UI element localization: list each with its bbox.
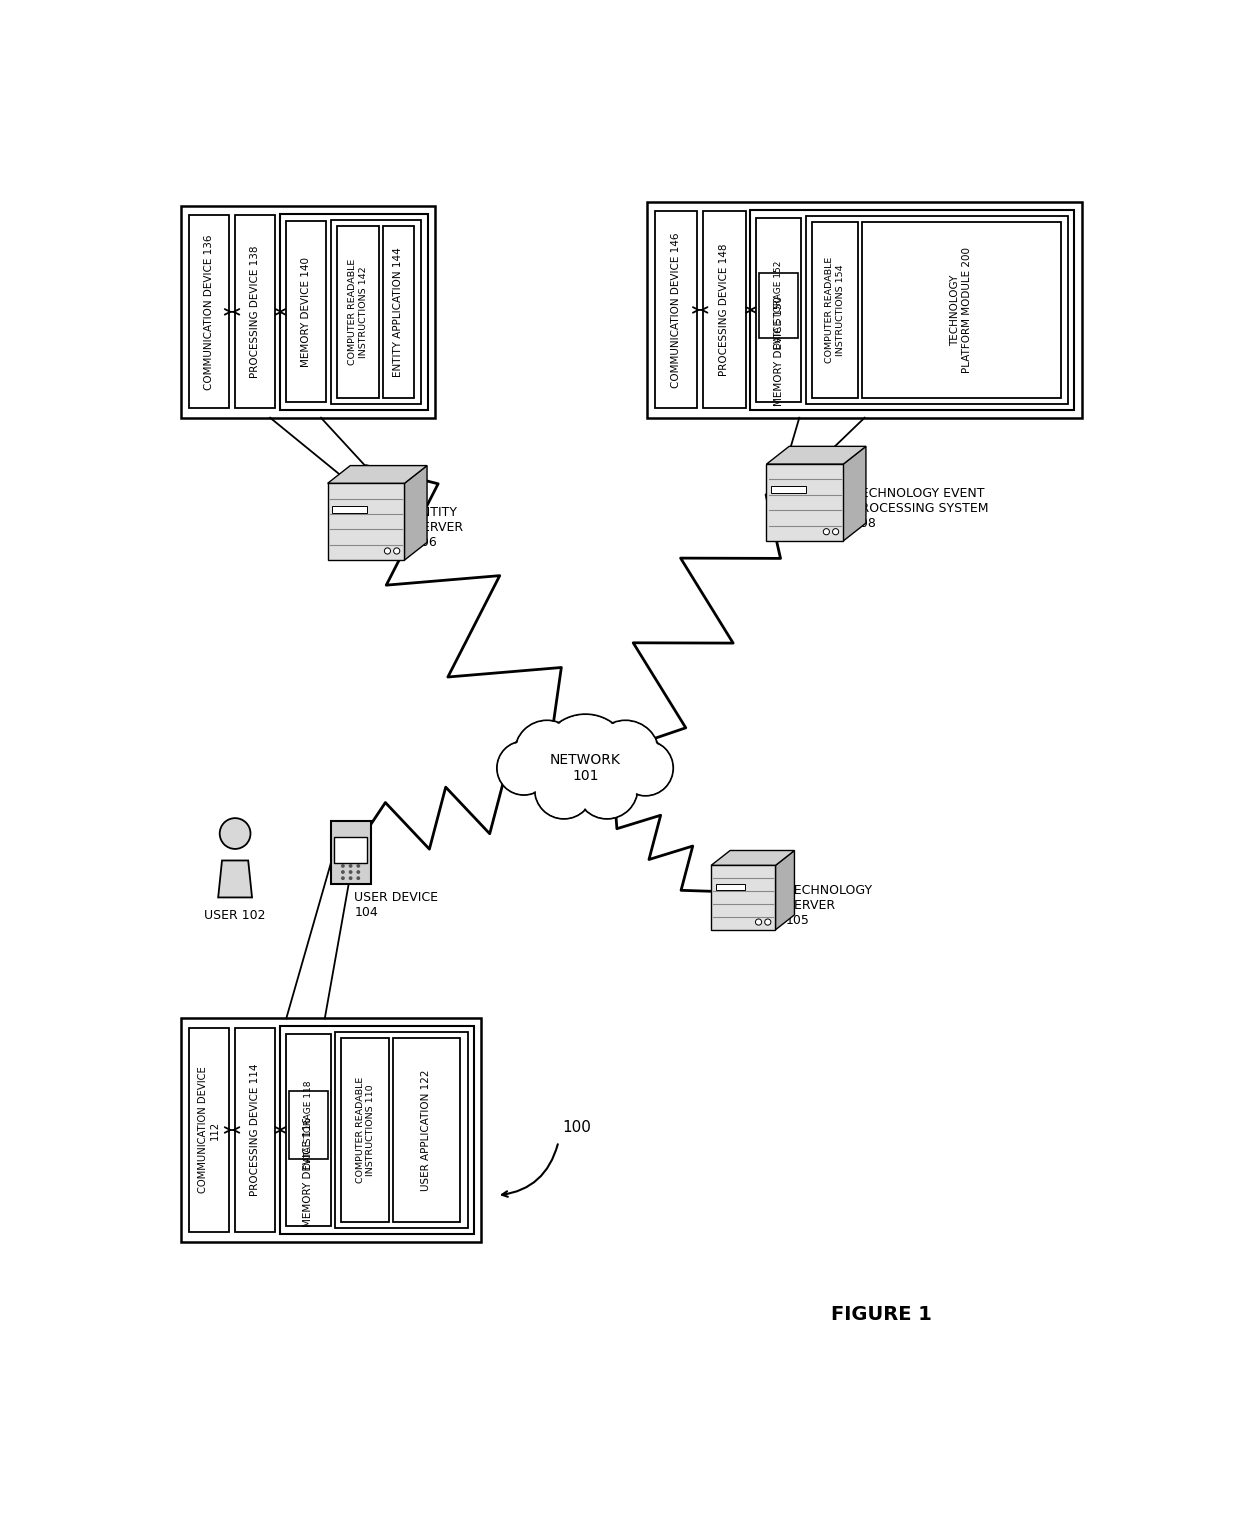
Text: PROCESSING DEVICE 114: PROCESSING DEVICE 114 [250, 1064, 260, 1196]
Text: 100: 100 [563, 1120, 591, 1135]
Circle shape [515, 721, 579, 785]
Bar [750, 210, 1074, 410]
Text: USER APPLICATION 122: USER APPLICATION 122 [422, 1070, 432, 1190]
Text: COMMUNICATION DEVICE 146: COMMUNICATION DEVICE 146 [671, 232, 681, 387]
Circle shape [539, 715, 631, 806]
Bar [286, 221, 326, 402]
Bar [756, 218, 801, 402]
Circle shape [577, 757, 637, 818]
Polygon shape [843, 447, 866, 541]
Text: COMPUTER READABLE
INSTRUCTIONS 154: COMPUTER READABLE INSTRUCTIONS 154 [826, 258, 844, 363]
Text: MEMORY DEVICE 140: MEMORY DEVICE 140 [301, 258, 311, 367]
Text: NETWORK
101: NETWORK 101 [551, 753, 621, 783]
Text: DATA STORAGE 118: DATA STORAGE 118 [304, 1081, 312, 1169]
Text: COMMUNICATION DEVICE
112: COMMUNICATION DEVICE 112 [198, 1067, 219, 1193]
Circle shape [619, 742, 672, 794]
Text: DATA STORAGE 152: DATA STORAGE 152 [774, 261, 784, 349]
Circle shape [536, 762, 591, 818]
Circle shape [534, 760, 593, 818]
Circle shape [765, 919, 771, 925]
Bar [181, 1018, 481, 1242]
Text: MEMORY DEVICE 116: MEMORY DEVICE 116 [304, 1117, 314, 1227]
Circle shape [591, 721, 660, 788]
Circle shape [832, 529, 838, 535]
Circle shape [593, 721, 658, 786]
Bar [862, 223, 1060, 398]
Bar [236, 1027, 275, 1233]
Polygon shape [711, 850, 795, 866]
Circle shape [348, 876, 352, 881]
Bar [188, 1027, 229, 1233]
Bar [289, 1091, 327, 1158]
Bar [331, 219, 422, 404]
Bar [286, 1033, 331, 1227]
Circle shape [348, 870, 352, 873]
Polygon shape [766, 447, 866, 465]
Circle shape [219, 818, 250, 849]
Bar [331, 821, 371, 884]
Text: COMPUTER READABLE
INSTRUCTIONS 110: COMPUTER READABLE INSTRUCTIONS 110 [356, 1077, 374, 1183]
Bar [236, 215, 275, 408]
Text: USER 102: USER 102 [205, 908, 265, 922]
Polygon shape [327, 466, 427, 483]
Circle shape [498, 742, 549, 794]
Text: TECHNOLOGY
SERVER
105: TECHNOLOGY SERVER 105 [786, 884, 872, 927]
Text: ENTITY
SERVER
106: ENTITY SERVER 106 [414, 506, 463, 549]
Polygon shape [775, 850, 795, 930]
Polygon shape [404, 466, 427, 561]
Polygon shape [218, 861, 252, 898]
Text: TECHNOLOGY
PLATFORM MODULE 200: TECHNOLOGY PLATFORM MODULE 200 [950, 247, 972, 373]
Text: COMPUTER READABLE
INSTRUCTIONS 142: COMPUTER READABLE INSTRUCTIONS 142 [348, 259, 367, 364]
Bar [335, 1032, 467, 1228]
Circle shape [497, 741, 551, 796]
Bar [327, 483, 404, 561]
Circle shape [755, 919, 761, 925]
Bar [181, 206, 435, 418]
Circle shape [341, 876, 345, 881]
Circle shape [541, 715, 630, 805]
Bar [341, 1038, 389, 1222]
Circle shape [356, 876, 361, 881]
Bar [655, 212, 697, 408]
Circle shape [356, 870, 361, 873]
Circle shape [393, 549, 399, 555]
Circle shape [384, 549, 391, 555]
Bar [703, 212, 745, 408]
Bar [337, 226, 379, 398]
Circle shape [356, 864, 361, 867]
Circle shape [578, 759, 636, 818]
Text: USER DEVICE
104: USER DEVICE 104 [355, 890, 439, 919]
Bar [771, 486, 806, 494]
Bar [280, 1026, 474, 1234]
Text: FIGURE 1: FIGURE 1 [832, 1305, 932, 1324]
Circle shape [516, 721, 578, 783]
Circle shape [348, 864, 352, 867]
Circle shape [618, 741, 673, 796]
Text: COMMUNICATION DEVICE 136: COMMUNICATION DEVICE 136 [203, 235, 215, 390]
Text: MEMORY DEVICE 150: MEMORY DEVICE 150 [774, 296, 784, 405]
Circle shape [341, 864, 345, 867]
Circle shape [823, 529, 830, 535]
Text: ENTITY APPLICATION 144: ENTITY APPLICATION 144 [393, 247, 403, 376]
Bar [766, 465, 843, 541]
Circle shape [341, 870, 345, 873]
Bar [335, 837, 367, 863]
Bar [647, 203, 1083, 418]
Bar [715, 884, 745, 890]
Bar [280, 213, 428, 410]
Bar [806, 216, 1068, 404]
Bar [711, 866, 775, 930]
Bar [188, 215, 229, 408]
Bar [759, 273, 799, 338]
Text: PROCESSING DEVICE 148: PROCESSING DEVICE 148 [719, 244, 729, 376]
Text: TECHNOLOGY EVENT
PROCESSING SYSTEM
108: TECHNOLOGY EVENT PROCESSING SYSTEM 108 [853, 488, 988, 530]
Bar [332, 506, 367, 512]
Bar [383, 226, 414, 398]
Bar [393, 1038, 460, 1222]
Bar [812, 223, 858, 398]
Text: PROCESSING DEVICE 138: PROCESSING DEVICE 138 [250, 245, 260, 378]
